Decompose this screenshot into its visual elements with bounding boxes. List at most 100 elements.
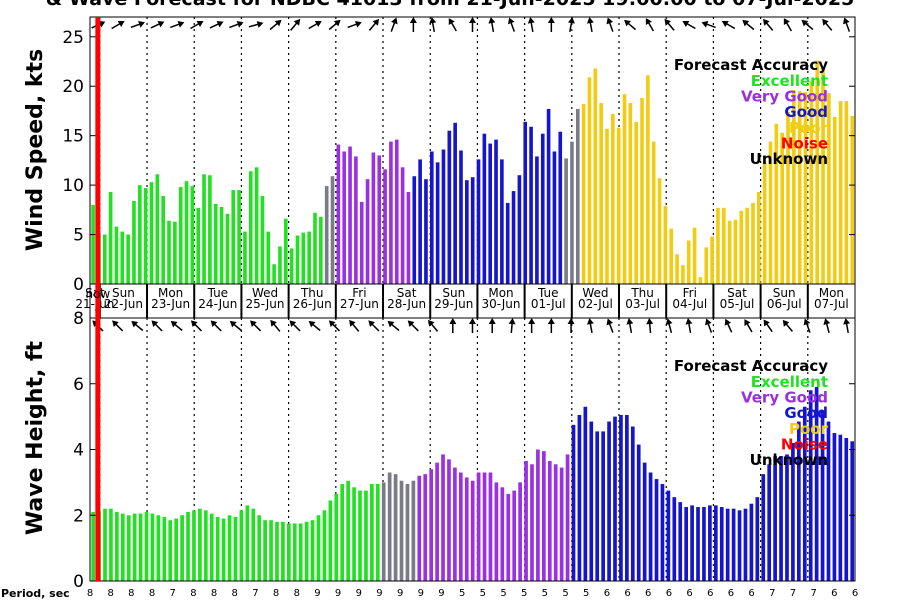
direction-arrow (469, 318, 476, 333)
direction-arrow (822, 18, 833, 31)
direction-arrow (349, 319, 360, 332)
data-bar (458, 472, 463, 581)
period-value: 5 (583, 588, 589, 599)
direction-arrow (308, 320, 321, 332)
day-date: 03-Jul (625, 297, 660, 311)
data-bar (352, 487, 356, 581)
day-date: 06-Jul (767, 297, 802, 311)
direction-arrow (763, 18, 774, 31)
data-bar (354, 156, 358, 284)
data-bar (233, 516, 238, 581)
data-bar (820, 410, 825, 581)
data-bar (757, 192, 761, 284)
data-bar (196, 207, 201, 284)
legend-item-good: Good (784, 103, 828, 121)
data-bar (324, 186, 329, 284)
data-bar (429, 151, 434, 284)
data-bar (377, 155, 382, 284)
direction-arrow (823, 318, 831, 333)
data-bar (269, 520, 273, 581)
data-bar (239, 510, 244, 581)
direction-arrow (390, 17, 398, 32)
data-bar (601, 431, 605, 581)
data-bar (231, 190, 236, 284)
data-bar (138, 513, 143, 581)
data-bar (209, 513, 214, 581)
data-bar (184, 181, 189, 284)
period-value: 5 (500, 588, 506, 599)
direction-arrow (387, 320, 400, 332)
data-bar (215, 516, 220, 581)
data-bar (630, 426, 635, 581)
legend-item-good: Good (784, 404, 828, 422)
data-bar (257, 515, 262, 581)
data-bar (405, 484, 410, 581)
ytick-label: 5 (73, 226, 84, 246)
data-bar (654, 479, 659, 581)
data-bar (198, 508, 202, 581)
data-bar (589, 421, 594, 581)
data-bar (599, 103, 603, 285)
data-bar (108, 192, 113, 284)
data-bar (500, 159, 504, 284)
wave-gridlines (99, 318, 809, 581)
data-bar (779, 456, 783, 581)
period-value: 9 (376, 588, 382, 599)
data-bar (755, 497, 760, 581)
data-bar (348, 146, 352, 284)
direction-arrow (586, 17, 594, 33)
data-bar (180, 515, 184, 581)
day-label-strip: Sat21-JunSun22-JunMon23-JunTue24-JunWed2… (75, 283, 856, 319)
direction-arrow (170, 320, 183, 332)
legend-item-very_good: Very Good (741, 389, 828, 407)
data-bar (713, 505, 718, 581)
direction-arrow (567, 17, 575, 33)
data-bar (524, 461, 528, 581)
direction-arrow (567, 318, 575, 333)
day-date: 26-Jun (293, 297, 332, 311)
data-bar (120, 513, 125, 581)
direction-arrow (111, 20, 125, 30)
data-bar (690, 505, 694, 581)
data-bar (802, 406, 807, 581)
day-name: Mon (819, 286, 844, 300)
direction-arrow (429, 17, 437, 33)
data-bar (359, 201, 364, 284)
direction-arrow (626, 318, 634, 334)
direction-arrow (409, 17, 417, 32)
legend-title: Forecast Accuracy (674, 357, 828, 375)
data-bar (150, 513, 155, 581)
data-bar (371, 152, 376, 284)
day-date: 07-Jul (814, 297, 849, 311)
data-bar (698, 277, 703, 284)
data-bar (669, 228, 674, 284)
data-bar (808, 390, 813, 581)
data-bar (565, 454, 570, 581)
direction-arrow (269, 19, 282, 31)
data-bar (488, 472, 493, 581)
data-bar (642, 462, 647, 581)
data-bar (774, 123, 779, 284)
direction-arrow (270, 319, 281, 332)
data-bar (684, 507, 689, 581)
day-date: 27-Jun (340, 297, 379, 311)
day-date: 01-Jul (531, 297, 566, 311)
data-bar (120, 231, 125, 284)
direction-arrow (469, 17, 476, 32)
data-bar (208, 175, 212, 284)
direction-arrow (665, 318, 673, 333)
ytick-label: 0 (73, 275, 84, 295)
data-bar (476, 472, 481, 581)
direction-arrow (368, 320, 380, 332)
ytick-label: 6 (73, 375, 84, 395)
data-bar (272, 264, 276, 284)
data-bar (482, 133, 487, 284)
legend-item-very_good: Very Good (741, 88, 828, 106)
data-bar (330, 176, 335, 284)
data-bar (310, 520, 315, 581)
data-bar (721, 207, 726, 284)
direction-arrow (209, 20, 224, 29)
data-bar (660, 484, 665, 581)
